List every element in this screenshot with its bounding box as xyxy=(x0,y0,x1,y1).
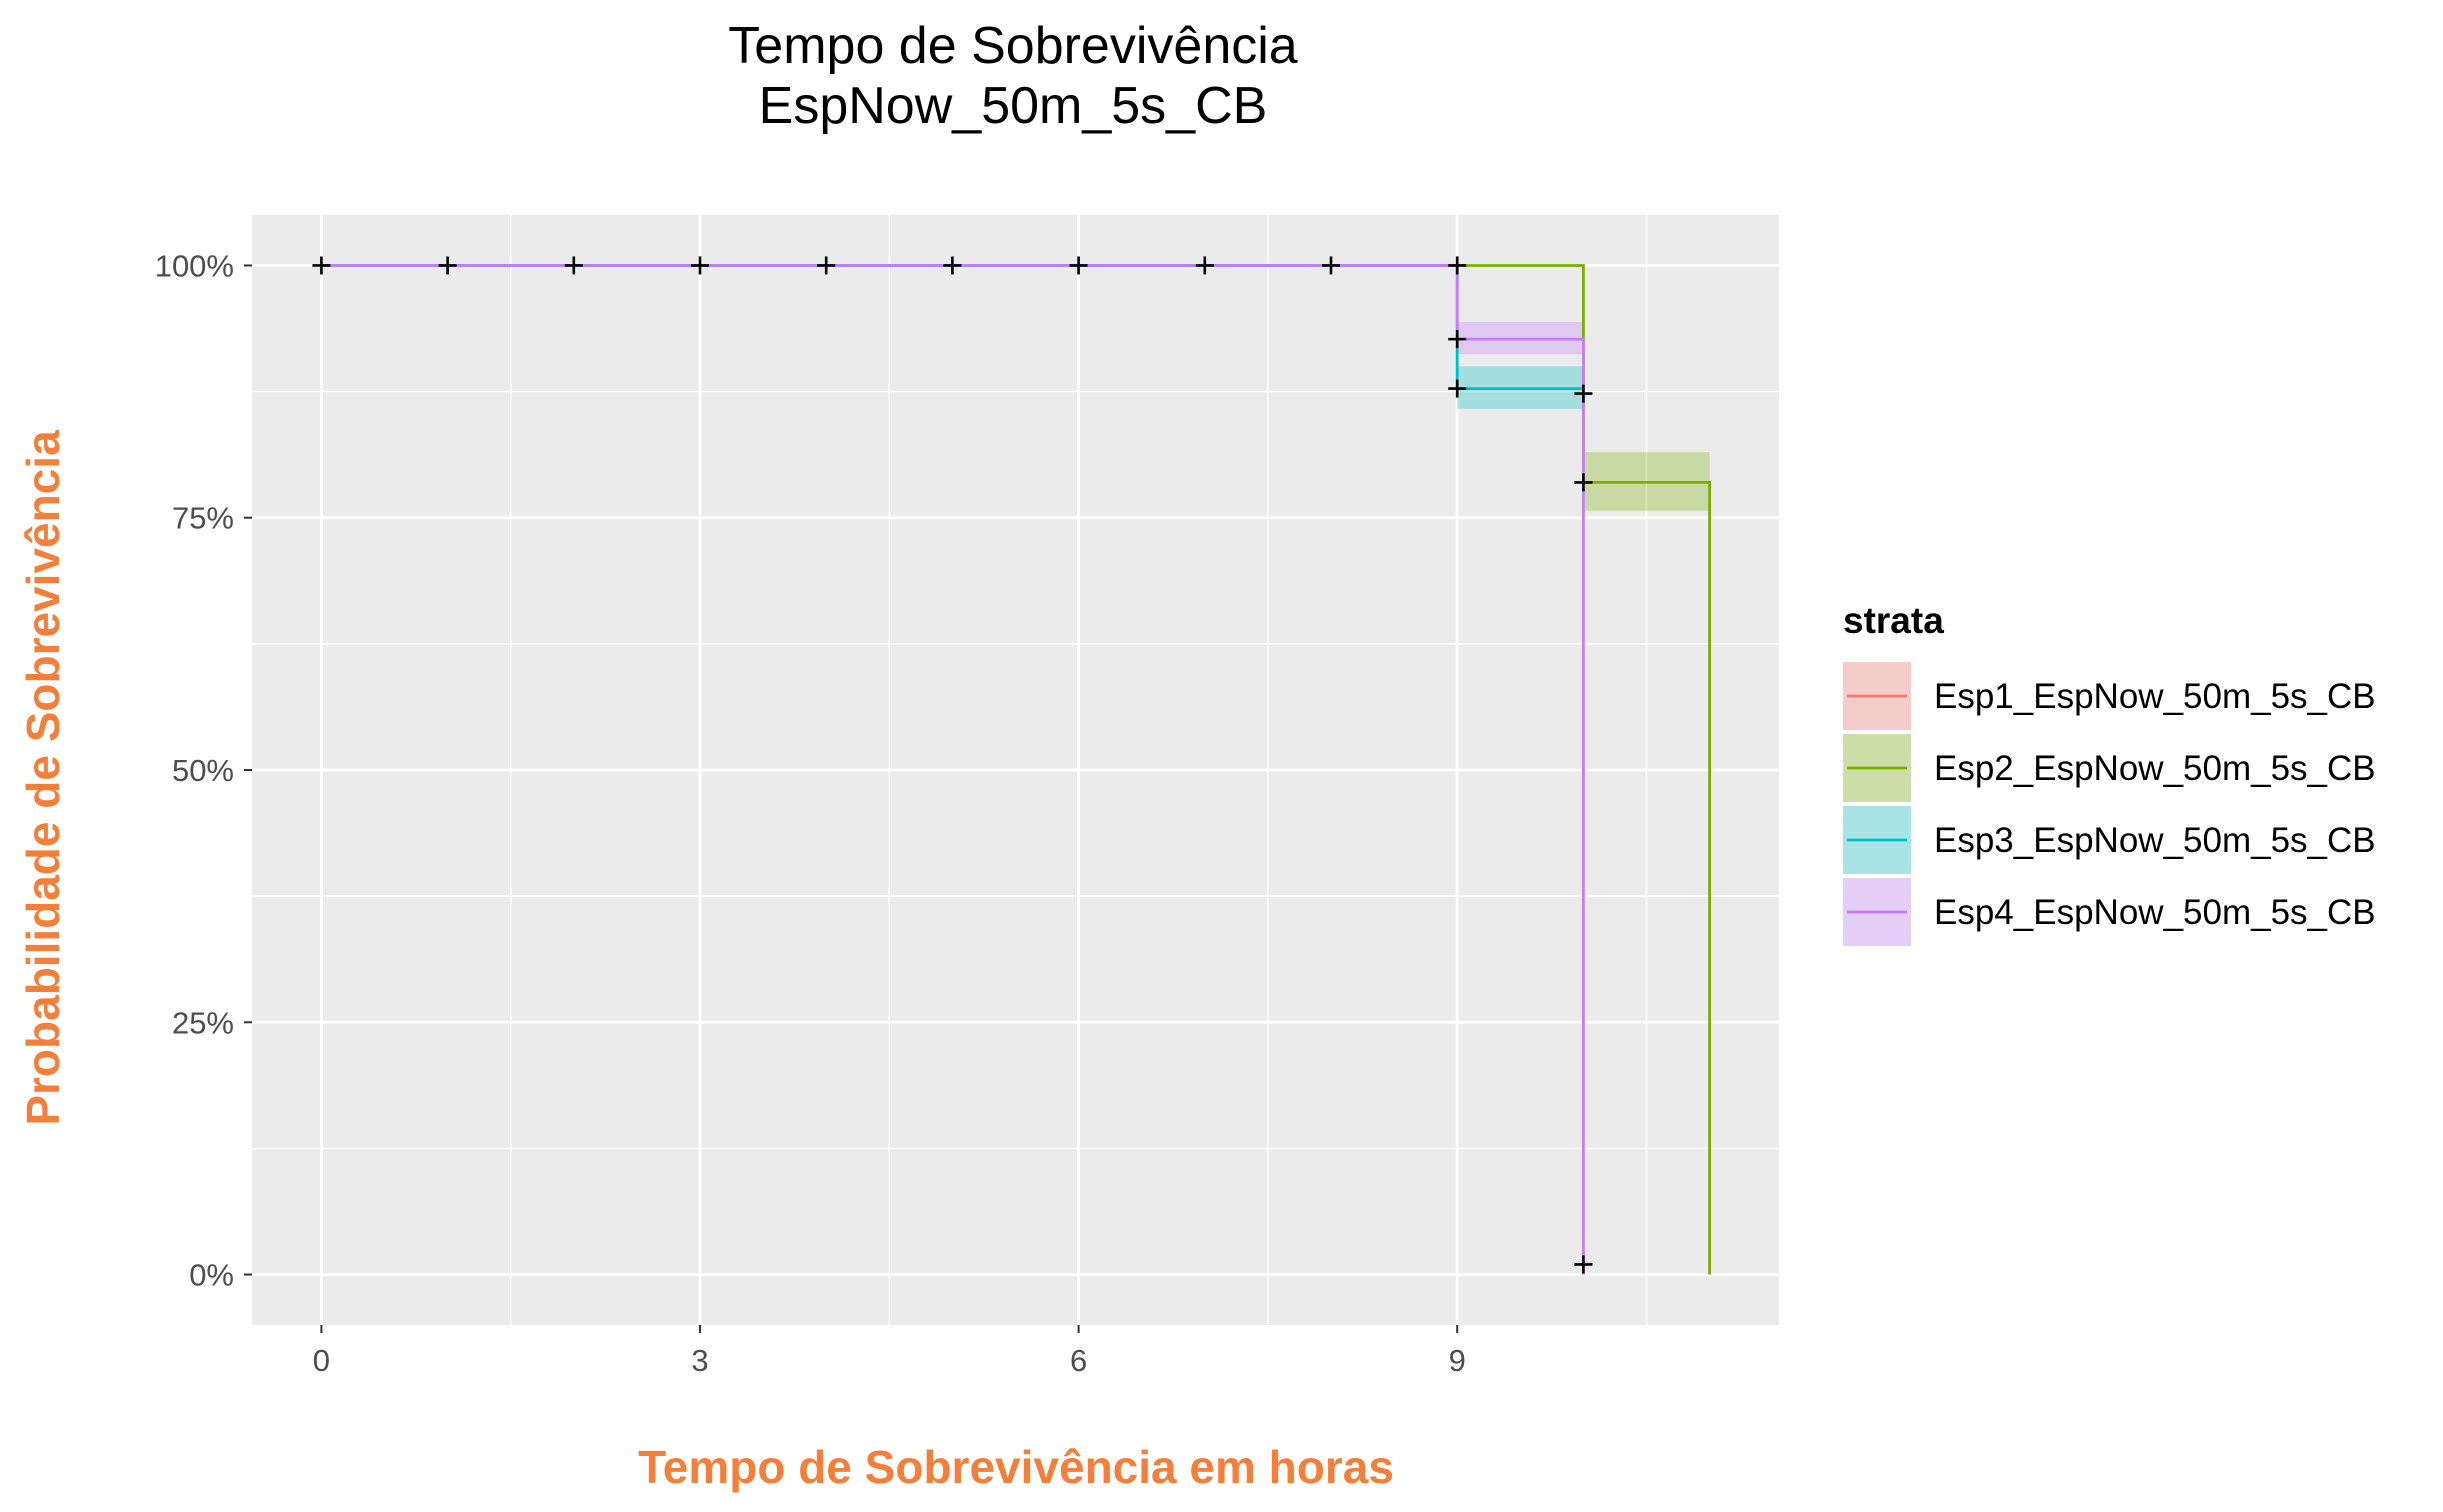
censor-mark xyxy=(1321,256,1340,275)
legend-item: Esp3_EspNow_50m_5s_CB xyxy=(1843,806,2376,874)
censor-mark xyxy=(1069,256,1088,275)
x-tick-label: 6 xyxy=(1070,1343,1087,1378)
legend-label: Esp1_EspNow_50m_5s_CB xyxy=(1934,677,2376,716)
censor-mark xyxy=(1574,1255,1593,1274)
y-tick-label: 100% xyxy=(155,248,234,283)
y-axis-label: Probabilidade de Sobrevivência xyxy=(17,430,69,1126)
legend-title: strata xyxy=(1843,600,1944,641)
legend-label: Esp2_EspNow_50m_5s_CB xyxy=(1934,749,2376,788)
censor-mark xyxy=(691,256,710,275)
x-tick-label: 9 xyxy=(1449,1343,1466,1378)
x-tick-label: 0 xyxy=(313,1343,330,1378)
axes: 0% 25% 50% 75% 100% 0 3 6 9 xyxy=(155,248,1466,1378)
censor-mark xyxy=(312,256,331,275)
legend-item: Esp4_EspNow_50m_5s_CB xyxy=(1843,878,2376,946)
censor-mark xyxy=(564,256,583,275)
y-tick-label: 0% xyxy=(189,1258,234,1293)
y-tick-label: 75% xyxy=(172,501,234,536)
chart-title: Tempo de Sobrevivência xyxy=(728,17,1298,75)
grid xyxy=(252,215,1779,1325)
legend-item: Esp1_EspNow_50m_5s_CB xyxy=(1843,662,2376,730)
censor-mark xyxy=(1574,384,1593,403)
censor-mark xyxy=(1195,256,1214,275)
y-tick-label: 50% xyxy=(172,753,234,788)
y-tick-label: 25% xyxy=(172,1005,234,1040)
legend-label: Esp4_EspNow_50m_5s_CB xyxy=(1934,893,2376,932)
censor-mark xyxy=(1448,330,1467,349)
x-tick-label: 3 xyxy=(691,1343,708,1378)
censor-mark xyxy=(1574,473,1593,492)
censor-mark xyxy=(438,256,457,275)
legend: Esp1_EspNow_50m_5s_CB Esp2_EspNow_50m_5s_… xyxy=(1843,662,2376,946)
legend-label: Esp3_EspNow_50m_5s_CB xyxy=(1934,821,2376,860)
censor-mark xyxy=(1448,256,1467,275)
x-axis-label: Tempo de Sobrevivência em horas xyxy=(638,1441,1394,1493)
censor-marks xyxy=(312,256,1593,1274)
censor-mark xyxy=(1448,379,1467,398)
legend-item: Esp2_EspNow_50m_5s_CB xyxy=(1843,734,2376,802)
chart-subtitle: EspNow_50m_5s_CB xyxy=(759,77,1268,135)
censor-mark xyxy=(943,256,962,275)
censor-mark xyxy=(817,256,836,275)
